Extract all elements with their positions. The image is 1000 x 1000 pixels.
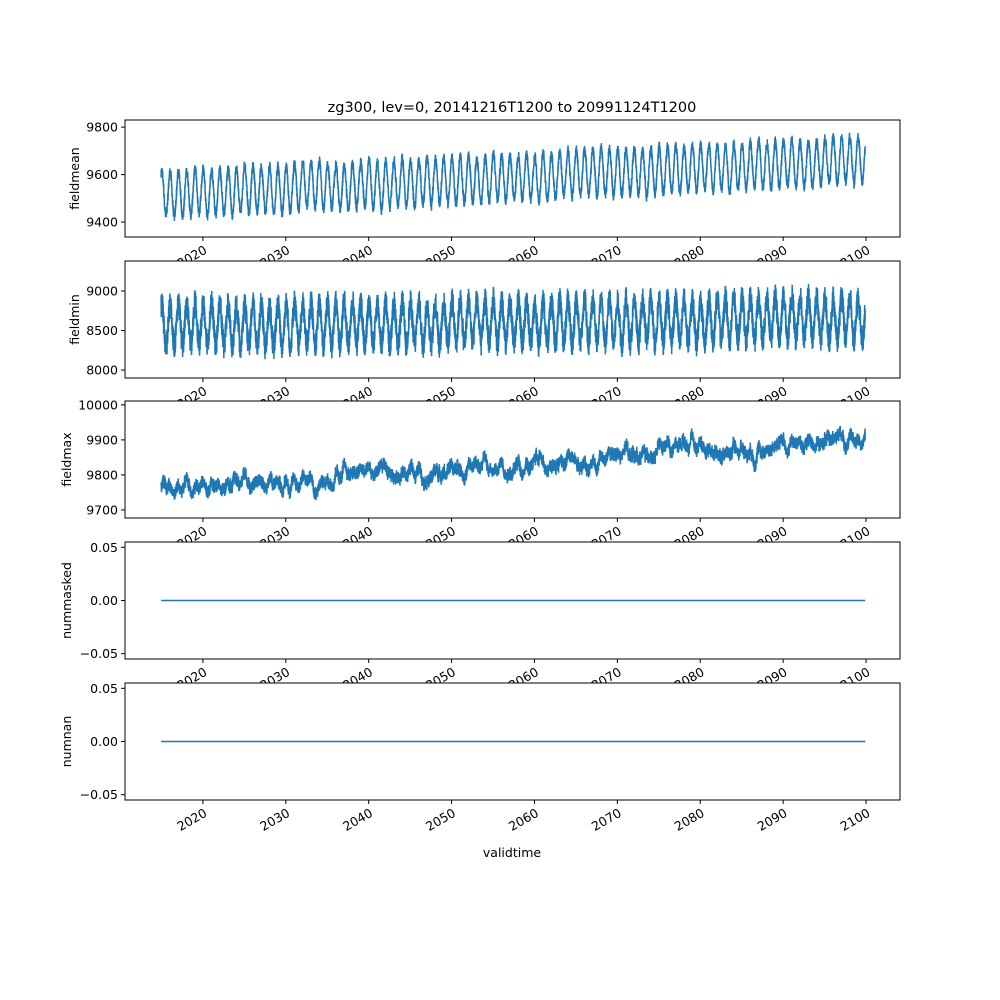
x-tick-label: 2060	[506, 805, 541, 834]
y-axis-label: numnan	[59, 716, 74, 768]
axes-frame	[124, 119, 901, 238]
y-tick-label: 9700	[86, 502, 118, 517]
x-tick-label: 2070	[589, 805, 624, 834]
y-tick-label: 0.00	[90, 734, 118, 749]
y-tick-label: 9600	[86, 167, 118, 182]
y-tick-label: 8000	[86, 363, 118, 378]
y-tick-label: 10000	[78, 397, 118, 412]
axes-frame	[124, 260, 901, 379]
y-axis-label: fieldmean	[67, 147, 82, 209]
x-tick-label: 2100	[837, 805, 872, 834]
x-tick-label: 2030	[257, 805, 292, 834]
y-tick-label: 0.05	[90, 681, 118, 696]
y-tick-label: −0.05	[80, 646, 118, 661]
x-tick-label: 2090	[755, 805, 790, 834]
axes-frame	[124, 400, 901, 519]
plot-area	[125, 401, 900, 518]
y-tick-label: 9800	[86, 467, 118, 482]
y-tick-label: 0.00	[90, 593, 118, 608]
y-tick-label: 9800	[86, 120, 118, 135]
panel-numnan: −0.05 0.00 0.05 2020 2030 2040 2050 2060 2070 208…	[59, 681, 901, 834]
series-line-fieldmax	[160, 425, 866, 501]
y-tick-label: 9400	[86, 215, 118, 230]
chart-title: zg300, lev=0, 20141216T1200 to 20991124T…	[328, 100, 697, 116]
y-tick-label: 0.05	[90, 540, 118, 555]
series-line-fieldmean	[160, 132, 866, 221]
y-axis-label: fieldmin	[67, 294, 82, 345]
x-tick-label: 2040	[340, 805, 375, 834]
x-tick-label: 2080	[672, 805, 707, 834]
series-line-fieldmin	[160, 284, 866, 360]
x-axis-label: validtime	[483, 845, 541, 860]
x-tick-label: 2020	[174, 805, 209, 834]
y-tick-label: 9000	[86, 284, 118, 299]
y-axis-label: nummasked	[59, 562, 74, 639]
y-tick-label: 8500	[86, 323, 118, 338]
y-tick-label: 9900	[86, 432, 118, 447]
y-tick-label: −0.05	[80, 787, 118, 802]
x-tick-label: 2050	[423, 805, 458, 834]
y-axis-label: fieldmax	[59, 432, 74, 486]
